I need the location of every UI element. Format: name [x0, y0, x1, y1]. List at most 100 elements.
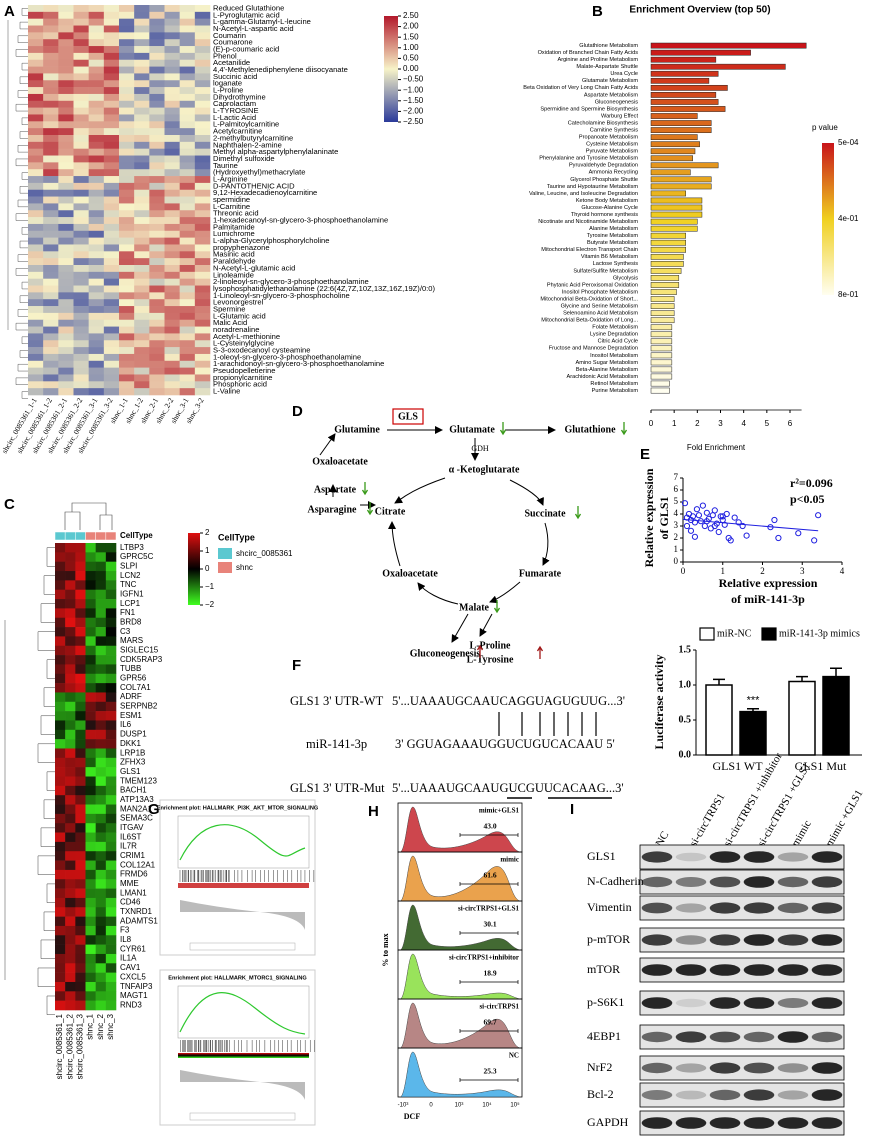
heatmap-cell: [88, 265, 105, 273]
heatmap-cell: [164, 107, 180, 115]
heatmap-cell: [179, 196, 196, 204]
heatmap-cell: [58, 87, 74, 95]
heatmap-cell: [179, 353, 196, 362]
heatmap-cell: [149, 5, 165, 13]
heatmap-cell: [73, 128, 89, 136]
band: [811, 997, 843, 1009]
heatmap-cell: [88, 162, 105, 170]
heatmap-cell: [119, 347, 135, 355]
heatmap-cell: [75, 617, 86, 628]
legend-box: [189, 1112, 296, 1121]
heatmap-cell: [85, 785, 96, 796]
heatmap-cell: [65, 851, 76, 861]
heatmap-cell: [88, 381, 105, 389]
heatmap-cell: [164, 46, 180, 54]
row-label: L-Palmitoylcarnitine: [213, 120, 279, 129]
band: [743, 1062, 775, 1074]
heatmap-cell: [149, 32, 165, 40]
heatmap-cell: [58, 25, 74, 33]
heatmap-cell: [85, 692, 96, 703]
heatmap-cell: [119, 87, 135, 95]
heatmap-cell: [105, 851, 117, 861]
heatmap-cell: [65, 711, 76, 721]
heatmap-cell: [85, 795, 96, 805]
heatmap-cell: [134, 203, 150, 211]
heatmap-cell: [194, 319, 211, 327]
row-label: ZFHX3: [120, 758, 146, 767]
heatmap-cell: [43, 210, 59, 218]
band: [743, 902, 775, 914]
heatmap-cell: [149, 189, 165, 197]
heatmap-cell: [28, 203, 44, 211]
heatmap-cell: [194, 73, 211, 81]
band: [675, 1090, 707, 1100]
heatmap-cell: [179, 121, 196, 129]
heatmap-cell: [179, 11, 196, 19]
category-label: Malate-Aspartate Shuttle: [576, 64, 638, 70]
heatmap-cell: [119, 100, 135, 108]
heatmap-cell: [55, 608, 66, 619]
heatmap-cell: [95, 701, 107, 712]
heatmap-cell: [55, 823, 66, 833]
row-label: Pseudopelletierine: [213, 366, 275, 375]
heatmap-cell: [103, 265, 120, 273]
heatmap-cell: [75, 552, 86, 562]
heatmap-cell: [43, 196, 59, 204]
heatmap-cell: [28, 169, 44, 177]
heatmap-cell: [58, 135, 74, 143]
rank-bar: [178, 1053, 309, 1058]
heatmap-cell: [43, 80, 59, 88]
bar: [650, 359, 673, 366]
heatmap-cell: [85, 953, 96, 964]
heatmap-cell: [73, 360, 89, 368]
heatmap-cell: [75, 972, 86, 983]
category-label: Cysteine Metabolism: [586, 142, 638, 148]
row-label: L-Glutamic acid: [213, 311, 266, 320]
heatmap-cell: [85, 571, 96, 581]
heatmap-cell: [55, 888, 66, 899]
heatmap-cell: [43, 265, 59, 273]
blot-frame: [639, 957, 845, 983]
band: [743, 964, 775, 976]
heatmap-cell: [95, 1000, 107, 1011]
heatmap-cell: [88, 326, 105, 334]
heatmap-cell: [88, 80, 105, 88]
heatmap-cell: [194, 265, 211, 273]
heatmap-cell: [55, 692, 66, 703]
heatmap-cell: [75, 720, 86, 731]
heatmap-cell: [55, 645, 66, 656]
heatmap-cell: [43, 347, 59, 355]
arrow: [479, 613, 493, 637]
heatmap-cell: [149, 121, 165, 129]
blot-frame: [639, 1055, 845, 1081]
heatmap-cell: [75, 925, 86, 936]
heatmap-cell: [119, 182, 135, 191]
scale-label: 2.50: [403, 11, 419, 20]
dendrogram: [46, 659, 55, 679]
heatmap-cell: [73, 25, 89, 33]
heatmap-cell: [95, 580, 107, 590]
heatmap-cell: [119, 203, 135, 211]
heatmap-cell: [75, 748, 86, 759]
row-label: L-Pyroglutamic acid: [213, 10, 280, 19]
heatmap-cell: [65, 571, 76, 581]
heatmap-cell: [194, 258, 211, 266]
heatmap-cell: [43, 52, 59, 61]
heatmap-cell: [105, 776, 117, 787]
gate-value: 43.0: [483, 822, 496, 831]
heatmap-cell: [134, 210, 150, 218]
band: [743, 1117, 775, 1129]
heatmap-cell: [43, 18, 59, 26]
sample-label: mimic: [500, 856, 519, 864]
heatmap-cell: [95, 888, 107, 899]
heatmap-cell: [58, 217, 74, 225]
heatmap-cell: [103, 203, 120, 211]
category-label: Glycine and Serine Metabolism: [561, 303, 639, 309]
bar: [650, 49, 751, 56]
heatmap-cell: [179, 155, 196, 163]
heatmap-cell: [75, 664, 86, 675]
heatmap-cell: [179, 223, 196, 232]
heatmap-cell: [179, 176, 196, 184]
heatmap-cell: [149, 39, 165, 47]
point: [739, 522, 746, 530]
